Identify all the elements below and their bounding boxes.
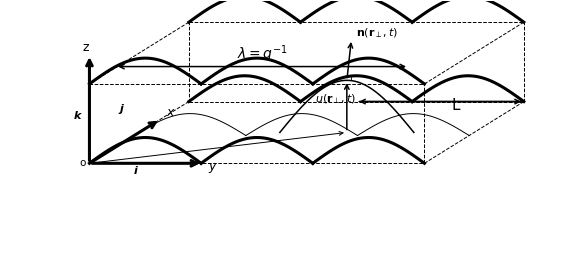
Text: L: L [452,98,460,113]
Text: $u(\mathbf{r}_{\perp}, t)$: $u(\mathbf{r}_{\perp}, t)$ [315,92,356,106]
Text: $\mathbf{n}(\mathbf{r}_{\perp}, t)$: $\mathbf{n}(\mathbf{r}_{\perp}, t)$ [356,26,398,40]
Text: x: x [166,106,173,119]
Text: $\lambda = q^{-1}$: $\lambda = q^{-1}$ [236,44,288,65]
Text: j: j [119,104,123,114]
Text: z: z [83,41,89,54]
Text: o: o [79,158,86,168]
Text: y: y [208,160,216,173]
Text: k: k [73,111,80,121]
Text: i: i [134,166,138,176]
